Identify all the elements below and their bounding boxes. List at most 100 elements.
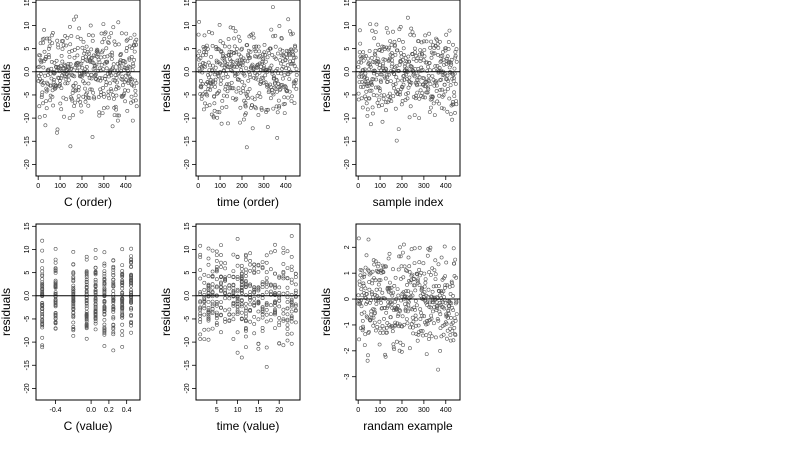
data-point (40, 317, 45, 322)
data-point (389, 285, 394, 290)
data-point (362, 67, 367, 72)
data-point (446, 308, 451, 313)
data-point (380, 119, 385, 124)
data-point (227, 53, 232, 58)
data-point (362, 310, 367, 315)
data-point (213, 65, 218, 70)
data-point (398, 92, 402, 97)
data-point (264, 253, 269, 258)
data-point (56, 45, 61, 50)
data-point (219, 260, 223, 265)
data-point (360, 105, 365, 110)
data-point (275, 110, 280, 115)
data-point (260, 308, 265, 313)
y-tick-label: -5 (344, 92, 351, 98)
data-point (230, 86, 235, 91)
data-point (109, 57, 114, 61)
data-point (235, 287, 240, 292)
data-point (206, 246, 211, 251)
data-point (384, 310, 389, 315)
data-point (270, 5, 275, 10)
data-point (294, 67, 299, 72)
data-point (432, 83, 437, 88)
data-point (214, 277, 219, 282)
data-point (432, 268, 437, 273)
data-point (111, 299, 116, 304)
data-point (287, 77, 292, 82)
data-point (119, 77, 124, 81)
y-axis-label: residuals (319, 288, 333, 336)
data-point (284, 48, 289, 53)
data-point (40, 323, 45, 328)
data-point (293, 320, 298, 325)
data-point (416, 67, 421, 71)
data-point (116, 118, 120, 123)
data-point (203, 64, 208, 69)
data-point (129, 321, 134, 325)
x-tick-label: 300 (98, 183, 110, 190)
data-point (53, 257, 58, 262)
data-point (264, 110, 269, 114)
y-tick-label: 5 (184, 271, 191, 275)
data-point (377, 296, 381, 301)
data-point (239, 271, 244, 276)
data-point (68, 24, 72, 29)
data-point (46, 53, 51, 57)
y-tick-label: -10 (184, 337, 191, 347)
data-point (93, 279, 98, 284)
data-point (214, 303, 219, 308)
data-point (294, 78, 299, 83)
data-point (129, 290, 134, 295)
data-point (71, 303, 76, 308)
data-point (273, 326, 277, 331)
data-point (38, 72, 43, 76)
data-point (37, 104, 42, 109)
data-point (224, 105, 229, 109)
data-point (63, 81, 68, 86)
data-point (202, 312, 207, 317)
data-point (268, 283, 273, 288)
data-point (45, 36, 50, 41)
data-point (210, 299, 215, 304)
data-point (273, 285, 277, 290)
data-point (437, 39, 442, 44)
data-point (105, 59, 110, 64)
data-point (133, 88, 138, 93)
data-point (72, 104, 77, 109)
data-point (369, 309, 374, 314)
data-point (99, 55, 103, 60)
data-point (213, 85, 217, 89)
data-point (407, 75, 412, 80)
data-point (99, 31, 104, 36)
data-point (451, 293, 455, 298)
data-point (364, 89, 369, 94)
data-point (440, 87, 444, 92)
x-tick-label: 200 (236, 183, 248, 190)
data-point (231, 289, 236, 294)
data-point (277, 24, 282, 28)
data-point (451, 76, 456, 81)
data-point (66, 62, 71, 66)
data-point (253, 76, 258, 81)
data-point (221, 69, 226, 73)
data-point (376, 104, 381, 109)
data-point (83, 54, 88, 59)
data-point (450, 117, 455, 122)
data-point (437, 101, 441, 106)
data-point (106, 40, 110, 45)
data-point (418, 328, 423, 333)
data-point (198, 300, 203, 305)
data-point (378, 330, 383, 335)
data-point (133, 98, 138, 103)
data-point (447, 60, 452, 65)
data-point (425, 253, 430, 258)
data-point (198, 299, 203, 304)
data-point (396, 293, 401, 298)
data-point (226, 37, 231, 41)
data-point (365, 79, 370, 84)
data-point (261, 76, 266, 81)
data-point (277, 275, 282, 280)
data-point (428, 245, 433, 250)
x-tick-label: 0.2 (104, 407, 114, 414)
data-point (427, 61, 432, 66)
